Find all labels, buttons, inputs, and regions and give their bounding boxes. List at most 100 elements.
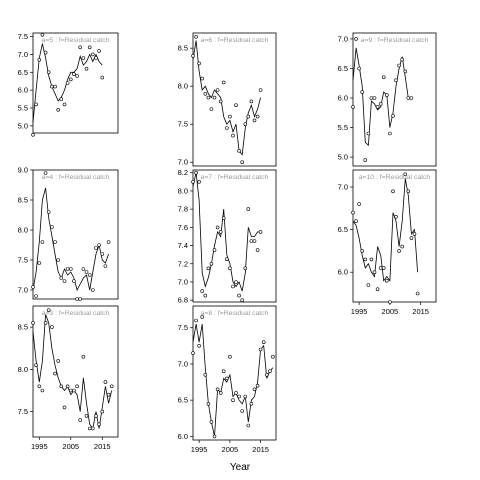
data-point (231, 284, 235, 289)
data-point (62, 405, 67, 410)
data-point (237, 149, 241, 153)
data-point (249, 239, 254, 243)
data-point (75, 297, 79, 301)
data-point (87, 273, 92, 277)
panel-6: a=10 : f=Residual catch 6.0 6.5 7.0 1995 2005… (338, 169, 437, 316)
data-point (200, 289, 204, 293)
y-tick-label: 6.0 (18, 86, 28, 95)
data-point (46, 70, 51, 75)
data-point (194, 34, 198, 39)
data-point (388, 131, 392, 136)
data-point (228, 354, 232, 359)
data-point (357, 66, 361, 71)
data-point (72, 72, 76, 76)
panel-frame (32, 32, 119, 134)
data-point (91, 426, 95, 431)
data-point (243, 266, 248, 271)
y-tick-label: 7.5 (18, 32, 28, 41)
data-point (234, 280, 238, 284)
x-tick-label: 2005 (382, 307, 399, 316)
y-tick-label: 8.0 (18, 365, 28, 374)
data-point (363, 158, 368, 162)
data-point (391, 114, 395, 118)
data-point (221, 369, 226, 374)
y-tick-label: 7.5 (18, 407, 28, 416)
data-point (381, 75, 386, 80)
y-tick-label: 5.0 (18, 121, 28, 130)
panel-frame (192, 169, 277, 303)
y-tick-label: 6.5 (338, 64, 348, 73)
data-point (43, 321, 48, 325)
data-point (397, 63, 401, 68)
y-tick-label: 5.5 (338, 123, 348, 132)
data-point (37, 261, 42, 265)
data-point (206, 401, 211, 406)
panel-title: a=6 : f=Residual catch (201, 37, 269, 44)
y-tick-label: 5.5 (18, 104, 28, 113)
data-point (231, 398, 235, 403)
data-point (249, 401, 254, 406)
data-point (56, 258, 61, 262)
data-point (381, 266, 386, 270)
data-point (246, 207, 251, 211)
data-point (97, 49, 101, 53)
data-point (53, 371, 57, 376)
data-point (59, 97, 64, 101)
data-point (246, 114, 251, 119)
panel-frame (352, 169, 437, 303)
data-point (255, 248, 260, 252)
panel-5: a=7 : f=Residual catch 6.8 7.0 7.2 7.4 7.6 7.8… (178, 168, 277, 305)
data-point (34, 363, 38, 368)
y-tick-label: 7.2 (178, 259, 188, 268)
data-point (237, 293, 241, 298)
data-point (84, 414, 89, 418)
data-point (237, 394, 241, 399)
data-point (200, 315, 204, 319)
panels-group: a=5 : f=Residual catch 5.0 5.5 6.0 6.5 7.0 7.5… (18, 32, 437, 454)
panel-frame (192, 32, 277, 167)
data-point (37, 57, 42, 62)
data-point (106, 392, 111, 397)
panel-title: a=7 : f=Residual catch (201, 174, 269, 181)
panel-8: a=8 : f=Residual catch 6.0 6.5 7.0 7.5 1995 20… (178, 305, 277, 454)
y-tick-label: 7.8 (178, 205, 188, 214)
x-tick-label: 2005 (62, 442, 79, 451)
fitted-line (352, 47, 412, 147)
data-point (366, 131, 371, 136)
panel-title: a=4 : f=Residual catch (42, 174, 110, 181)
data-point (209, 261, 214, 266)
data-point (218, 230, 223, 234)
data-point (40, 32, 45, 37)
data-point (53, 240, 57, 244)
data-point (87, 426, 92, 431)
data-point (62, 102, 67, 107)
y-tick-label: 8.2 (178, 168, 188, 177)
data-point (91, 52, 95, 57)
data-point (225, 126, 229, 130)
data-point (75, 384, 79, 389)
data-point (78, 418, 82, 422)
x-tick-label: 2015 (94, 442, 111, 451)
data-point (53, 84, 57, 89)
y-tick-label: 6.5 (178, 396, 188, 405)
data-point (62, 279, 67, 283)
panel-frame (192, 305, 277, 441)
y-tick-label: 7.0 (18, 286, 28, 295)
y-tick-label: 7.0 (338, 183, 348, 192)
data-point (72, 279, 76, 283)
data-point (194, 318, 198, 323)
y-tick-label: 7.5 (178, 120, 188, 129)
data-point (31, 133, 35, 137)
y-tick-label: 8.5 (178, 44, 188, 53)
data-point (191, 180, 195, 184)
data-point (240, 409, 244, 413)
panel-2: a=6 : f=Residual catch 7.0 7.5 8.0 8.5 (178, 32, 277, 167)
fitted-line (192, 324, 274, 437)
x-tick-label: 2005 (222, 445, 239, 454)
fitted-line (192, 172, 261, 292)
data-point (403, 69, 408, 74)
data-point (56, 108, 61, 112)
data-point (258, 88, 263, 92)
data-point (384, 278, 389, 283)
data-point (258, 230, 263, 234)
